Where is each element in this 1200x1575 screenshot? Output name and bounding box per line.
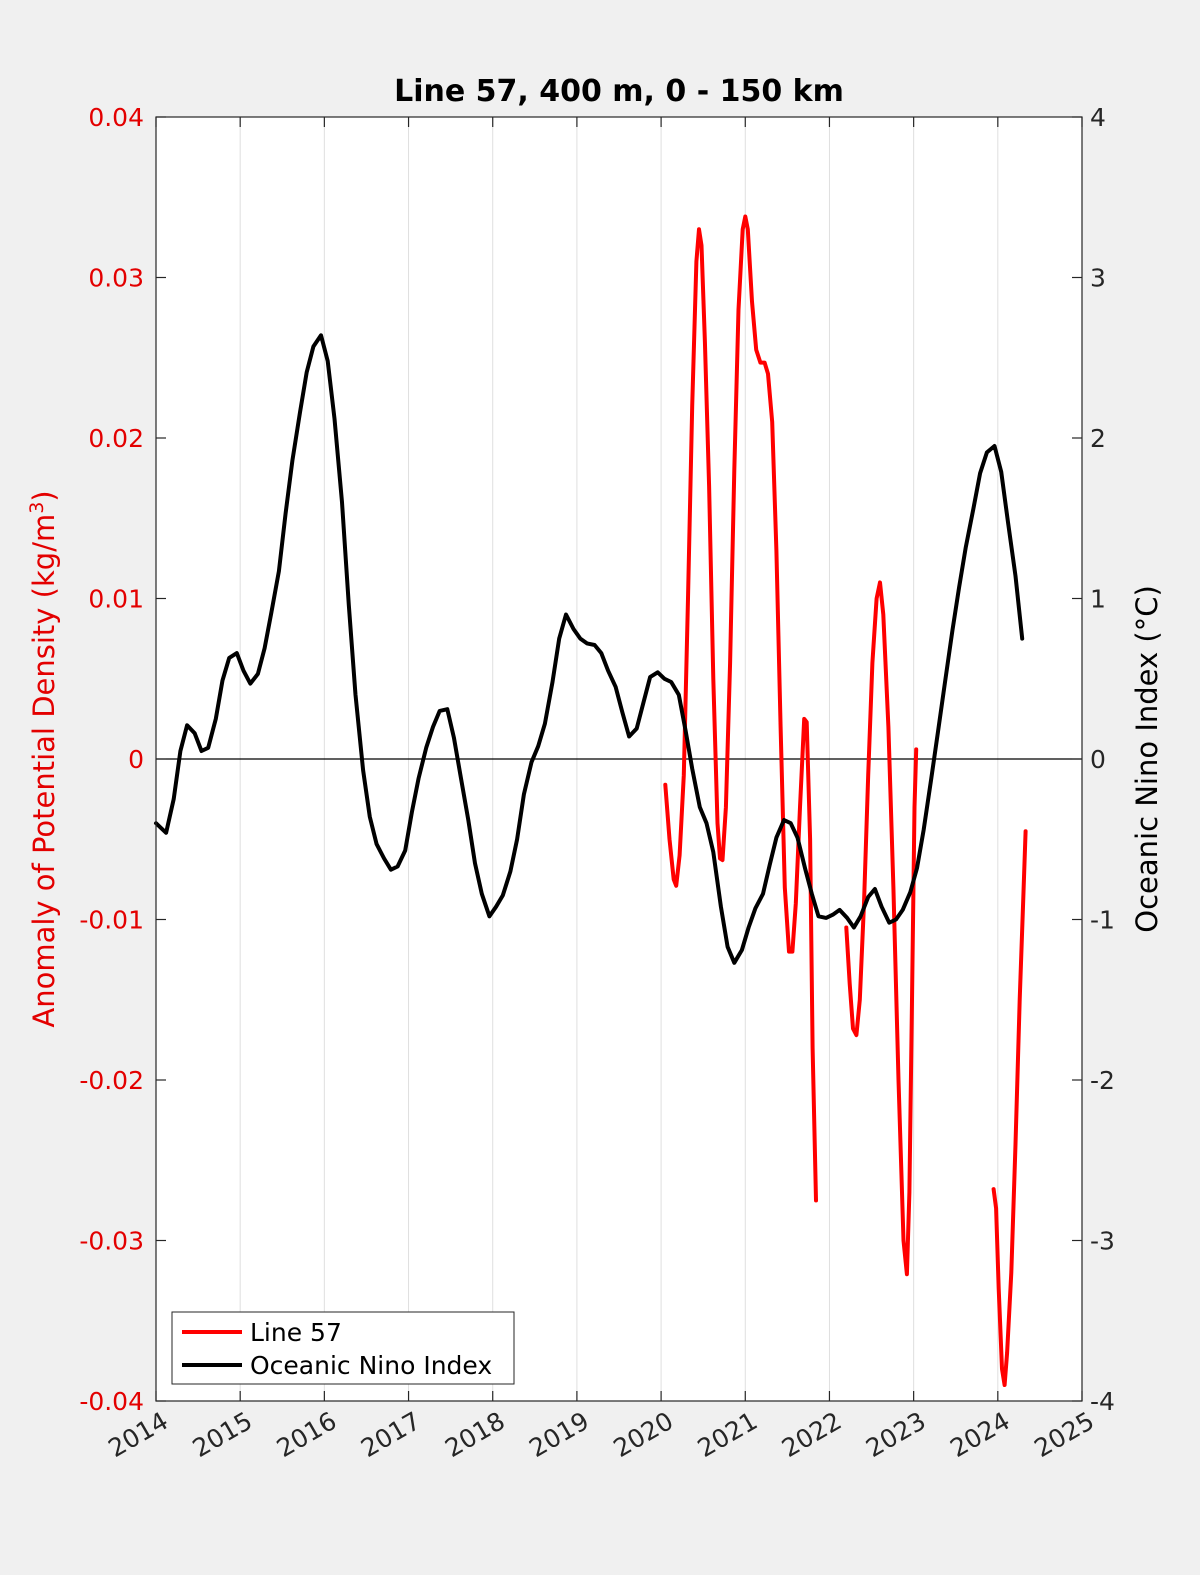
y-left-tick-label: -0.01 bbox=[79, 906, 144, 935]
x-tick-label: 2025 bbox=[1029, 1406, 1099, 1463]
series-line-line-57-segment-1 bbox=[844, 580, 919, 1277]
x-tick-label: 2021 bbox=[693, 1406, 763, 1463]
x-tick-label: 2016 bbox=[272, 1406, 342, 1463]
y-axis-right-label: Oceanic Nino Index (°C) bbox=[1130, 585, 1164, 933]
y-right-tick-label: 2 bbox=[1090, 424, 1106, 453]
legend-label-oni: Oceanic Nino Index bbox=[250, 1351, 492, 1380]
x-tick-label: 2019 bbox=[524, 1406, 594, 1463]
x-tick-label: 2017 bbox=[356, 1406, 426, 1463]
x-tick-label: 2023 bbox=[861, 1406, 931, 1463]
y-left-tick-label: 0.03 bbox=[88, 264, 144, 293]
y-axis-left-label: Anomaly of Potential Density (kg/m3) bbox=[26, 490, 61, 1027]
series-line-oceanic-nino-index-segment-0 bbox=[154, 333, 1025, 965]
y-right-tick-label: 4 bbox=[1090, 103, 1106, 132]
y-left-tick-label: 0.04 bbox=[88, 103, 144, 132]
y-left-tick-label: 0.02 bbox=[88, 424, 144, 453]
y-right-tick-label: -1 bbox=[1090, 906, 1115, 935]
x-tick-label: 2022 bbox=[777, 1406, 847, 1463]
x-tick-label: 2018 bbox=[440, 1406, 510, 1463]
x-tick-label: 2015 bbox=[188, 1406, 258, 1463]
series-line-line-57-segment-2 bbox=[991, 829, 1028, 1387]
axis-ticks bbox=[155, 116, 1083, 1402]
y-right-tick-label: -4 bbox=[1090, 1387, 1115, 1416]
y-right-tick-label: -2 bbox=[1090, 1066, 1115, 1095]
chart-title: Line 57, 400 m, 0 - 150 km bbox=[394, 74, 844, 109]
y-left-tick-label: -0.04 bbox=[79, 1387, 144, 1416]
series-lines bbox=[154, 214, 1028, 1387]
legend-box bbox=[171, 1311, 515, 1385]
legend: Line 57 Oceanic Nino Index bbox=[171, 1311, 515, 1385]
series-line-line-57-segment-0 bbox=[663, 214, 818, 1203]
y-right-tick-label: 1 bbox=[1090, 585, 1106, 614]
y-right-tick-label: 0 bbox=[1090, 745, 1106, 774]
y-left-tick-label: 0 bbox=[128, 745, 144, 774]
y-left-tick-label: -0.02 bbox=[79, 1066, 144, 1095]
x-tick-label: 2020 bbox=[608, 1406, 678, 1463]
x-tick-label: 2024 bbox=[945, 1406, 1015, 1463]
y-right-tick-label: 3 bbox=[1090, 264, 1106, 293]
y-left-tick-label: -0.03 bbox=[79, 1227, 144, 1256]
y-right-tick-label: -3 bbox=[1090, 1227, 1115, 1256]
y-left-tick-label: 0.01 bbox=[88, 585, 144, 614]
legend-label-line-57: Line 57 bbox=[250, 1318, 342, 1347]
